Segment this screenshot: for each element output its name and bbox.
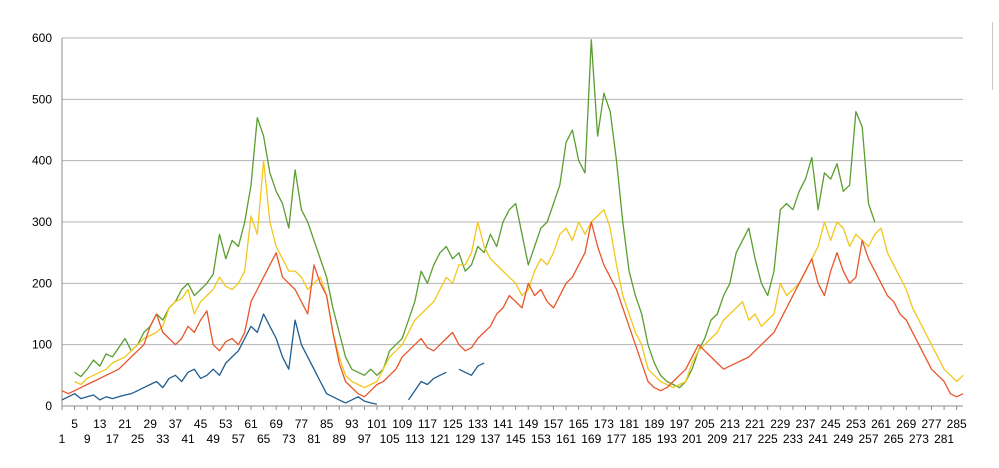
x-tick-label: 141	[493, 417, 513, 431]
series-line-4	[61, 313, 378, 405]
y-tick-label: 0	[45, 399, 52, 413]
x-tick-label: 277	[921, 417, 941, 431]
x-tick-label: 281	[934, 432, 954, 446]
x-tick-label: 229	[770, 417, 790, 431]
x-tick-label: 253	[846, 417, 866, 431]
series-line-3	[61, 221, 964, 398]
x-tick-label: 61	[244, 417, 258, 431]
x-tick-label: 69	[270, 417, 284, 431]
x-tick-label: 161	[556, 432, 576, 446]
y-tick-label: 500	[32, 92, 52, 106]
x-tick-label: 125	[443, 417, 463, 431]
x-tick-label: 265	[884, 432, 904, 446]
x-tick-label: 17	[106, 432, 120, 446]
x-tick-label: 9	[84, 432, 91, 446]
x-tick-label: 117	[418, 417, 437, 431]
x-axis-tick-labels: 1591317212529333741454953576165697377818…	[59, 417, 967, 446]
x-tick-label: 285	[947, 417, 967, 431]
x-tick-label: 65	[257, 432, 271, 446]
x-tick-label: 193	[657, 432, 677, 446]
y-tick-label: 100	[32, 338, 52, 352]
x-tick-label: 57	[232, 432, 246, 446]
x-tick-label: 237	[795, 417, 815, 431]
x-tick-label: 173	[594, 417, 614, 431]
x-tick-label: 13	[93, 417, 107, 431]
x-tick-label: 269	[896, 417, 916, 431]
x-tick-label: 1	[59, 432, 66, 446]
x-tick-label: 165	[569, 417, 589, 431]
y-tick-label: 200	[32, 276, 52, 290]
x-tick-label: 85	[320, 417, 334, 431]
x-tick-label: 129	[455, 432, 475, 446]
x-tick-label: 233	[783, 432, 803, 446]
series-line-2	[74, 160, 964, 389]
x-tick-label: 97	[358, 432, 372, 446]
x-tick-label: 105	[380, 432, 400, 446]
x-tick-label: 25	[131, 432, 145, 446]
x-tick-label: 197	[669, 417, 689, 431]
x-tick-label: 213	[720, 417, 740, 431]
y-tick-label: 400	[32, 154, 52, 168]
series-line-5	[407, 371, 447, 401]
x-tick-label: 101	[367, 417, 387, 431]
x-tick-label: 21	[118, 417, 132, 431]
x-tick-label: 157	[543, 417, 563, 431]
x-tick-label: 93	[345, 417, 359, 431]
x-tick-label: 5	[71, 417, 78, 431]
x-tick-label: 185	[632, 432, 652, 446]
series-lines	[61, 39, 964, 405]
x-tick-label: 45	[194, 417, 208, 431]
x-tick-label: 225	[758, 432, 778, 446]
x-tick-label: 201	[682, 432, 702, 446]
x-tick-label: 153	[531, 432, 551, 446]
x-tick-label: 81	[307, 432, 321, 446]
series-line-6	[458, 362, 485, 376]
x-tick-label: 109	[392, 417, 412, 431]
x-tick-label: 29	[144, 417, 158, 431]
x-tick-label: 181	[619, 417, 639, 431]
y-tick-label: 600	[32, 31, 52, 45]
scrollbar-edge[interactable]	[992, 22, 999, 90]
x-tick-label: 121	[430, 432, 450, 446]
x-tick-label: 241	[808, 432, 828, 446]
x-tick-label: 53	[219, 417, 233, 431]
x-tick-label: 177	[606, 432, 626, 446]
x-tick-label: 49	[207, 432, 221, 446]
x-tick-label: 113	[405, 432, 424, 446]
x-tick-label: 77	[295, 417, 309, 431]
x-tick-label: 37	[169, 417, 183, 431]
grid-lines	[61, 37, 963, 410]
x-tick-label: 189	[644, 417, 664, 431]
x-tick-label: 169	[581, 432, 601, 446]
x-tick-label: 133	[468, 417, 488, 431]
series-line-1	[74, 39, 876, 389]
x-tick-label: 273	[909, 432, 929, 446]
x-tick-label: 221	[745, 417, 765, 431]
x-tick-label: 145	[506, 432, 526, 446]
y-axis-tick-labels: 0 100 200 300 400 500 600	[32, 31, 52, 413]
x-tick-label: 217	[732, 432, 752, 446]
x-tick-label: 209	[707, 432, 727, 446]
x-tick-label: 205	[695, 417, 715, 431]
y-tick-label: 300	[32, 215, 52, 229]
x-tick-label: 89	[333, 432, 347, 446]
x-tick-label: 33	[156, 432, 170, 446]
x-tick-label: 41	[181, 432, 195, 446]
x-tick-label: 261	[871, 417, 891, 431]
x-tick-label: 73	[282, 432, 296, 446]
x-tick-label: 257	[858, 432, 878, 446]
x-tick-label: 137	[480, 432, 500, 446]
x-tick-label: 249	[833, 432, 853, 446]
x-tick-label: 245	[821, 417, 841, 431]
x-tick-label: 149	[518, 417, 538, 431]
